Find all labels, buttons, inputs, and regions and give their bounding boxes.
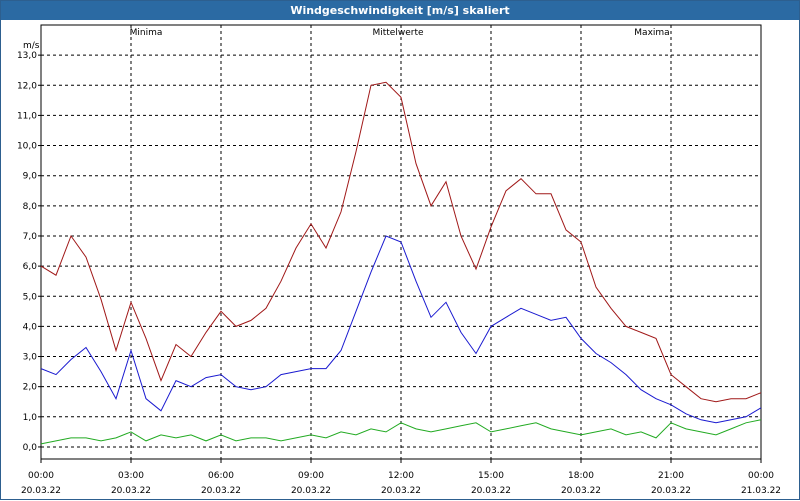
x-tick-time-label: 00:00	[28, 471, 54, 481]
y-tick-label: 12,0	[17, 81, 37, 91]
y-tick-label: 3,0	[23, 353, 38, 363]
y-tick-label: 0,0	[23, 443, 38, 453]
x-tick-date-label: 21.03.22	[741, 486, 781, 496]
x-tick-date-label: 20.03.22	[651, 486, 691, 496]
x-tick-date-label: 20.03.22	[291, 486, 331, 496]
x-tick-date-label: 20.03.22	[201, 486, 241, 496]
x-tick-date-label: 20.03.22	[561, 486, 601, 496]
x-tick-time-label: 18:00	[568, 471, 594, 481]
x-tick-time-label: 03:00	[118, 471, 144, 481]
x-tick-date-label: 20.03.22	[21, 486, 61, 496]
x-tick-time-label: 09:00	[298, 471, 324, 481]
y-tick-label: 4,0	[23, 322, 38, 332]
legend-maxima: Maxima	[634, 28, 669, 38]
y-tick-label: 13,0	[17, 51, 37, 61]
y-tick-label: 7,0	[23, 232, 38, 242]
y-tick-label: 2,0	[23, 383, 38, 393]
y-tick-label: 1,0	[23, 413, 38, 423]
window-title: Windgeschwindigkeit [m/s] skaliert	[1, 1, 799, 20]
x-tick-time-label: 12:00	[388, 471, 414, 481]
x-tick-date-label: 20.03.22	[381, 486, 421, 496]
x-tick-time-label: 00:00	[748, 471, 774, 481]
y-tick-label: 5,0	[23, 292, 38, 302]
series-line-maxima	[40, 81, 762, 403]
y-tick-label: 8,0	[23, 202, 38, 212]
y-tick-label: 6,0	[23, 262, 38, 272]
y-tick-label: 11,0	[17, 111, 37, 121]
series-line-mittelwerte	[40, 235, 762, 424]
x-tick-date-label: 20.03.22	[111, 486, 151, 496]
y-tick-label: 9,0	[23, 172, 38, 182]
x-tick-time-label: 15:00	[478, 471, 504, 481]
legend-mittelwerte: Mittelwerte	[372, 28, 423, 38]
x-tick-time-label: 21:00	[658, 471, 684, 481]
y-tick-label: 10,0	[17, 142, 37, 152]
x-tick-time-label: 06:00	[208, 471, 234, 481]
legend-minima: Minima	[130, 28, 163, 38]
series-line-minima	[40, 419, 762, 445]
y-axis-label: m/s	[23, 41, 40, 51]
x-tick-date-label: 20.03.22	[471, 486, 511, 496]
